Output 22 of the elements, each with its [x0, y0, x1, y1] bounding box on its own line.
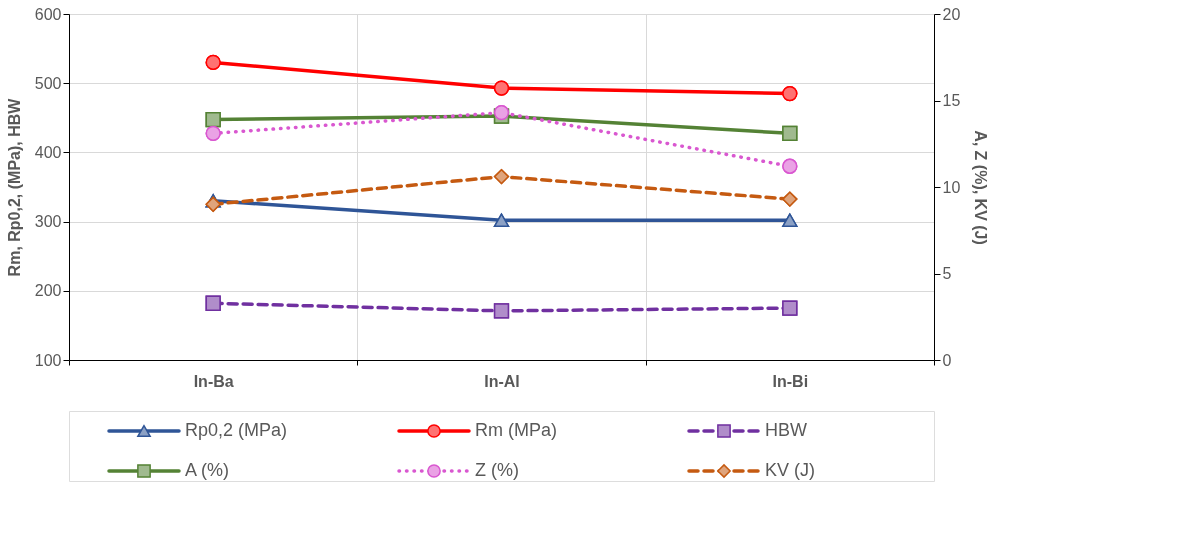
legend-label: KV (J): [765, 460, 816, 480]
y-tick-label: 300: [34, 213, 62, 231]
y2-axis-title: A, Z (%), KV (J): [972, 130, 990, 245]
legend-label: HBW: [765, 420, 807, 440]
legend-label: Z (%): [475, 460, 519, 480]
y2-tick-label: 15: [942, 92, 961, 109]
y2-tick-label: 0: [942, 351, 952, 369]
x-tick-label: In-Ba: [193, 372, 234, 390]
y-axis-title: Rm, Rp0,2, (MPa), HBW: [5, 97, 23, 277]
y2-tick-label: 5: [942, 265, 952, 282]
y-tick-label: 600: [34, 5, 62, 23]
y2-tick-label: 20: [942, 5, 961, 23]
y-tick-label: 500: [34, 74, 62, 92]
x-tick-label: In-Bi: [772, 372, 809, 390]
y-tick-label: 400: [34, 143, 62, 161]
x-tick-label: In-Al: [484, 372, 520, 390]
y-tick-label: 200: [34, 282, 62, 300]
legend-label: A (%): [185, 460, 230, 480]
legend-label: Rm (MPa): [475, 420, 557, 440]
legend-label: Rp0,2 (MPa): [185, 420, 288, 440]
y-tick-label: 100: [34, 351, 62, 369]
y2-tick-label: 10: [942, 178, 961, 196]
